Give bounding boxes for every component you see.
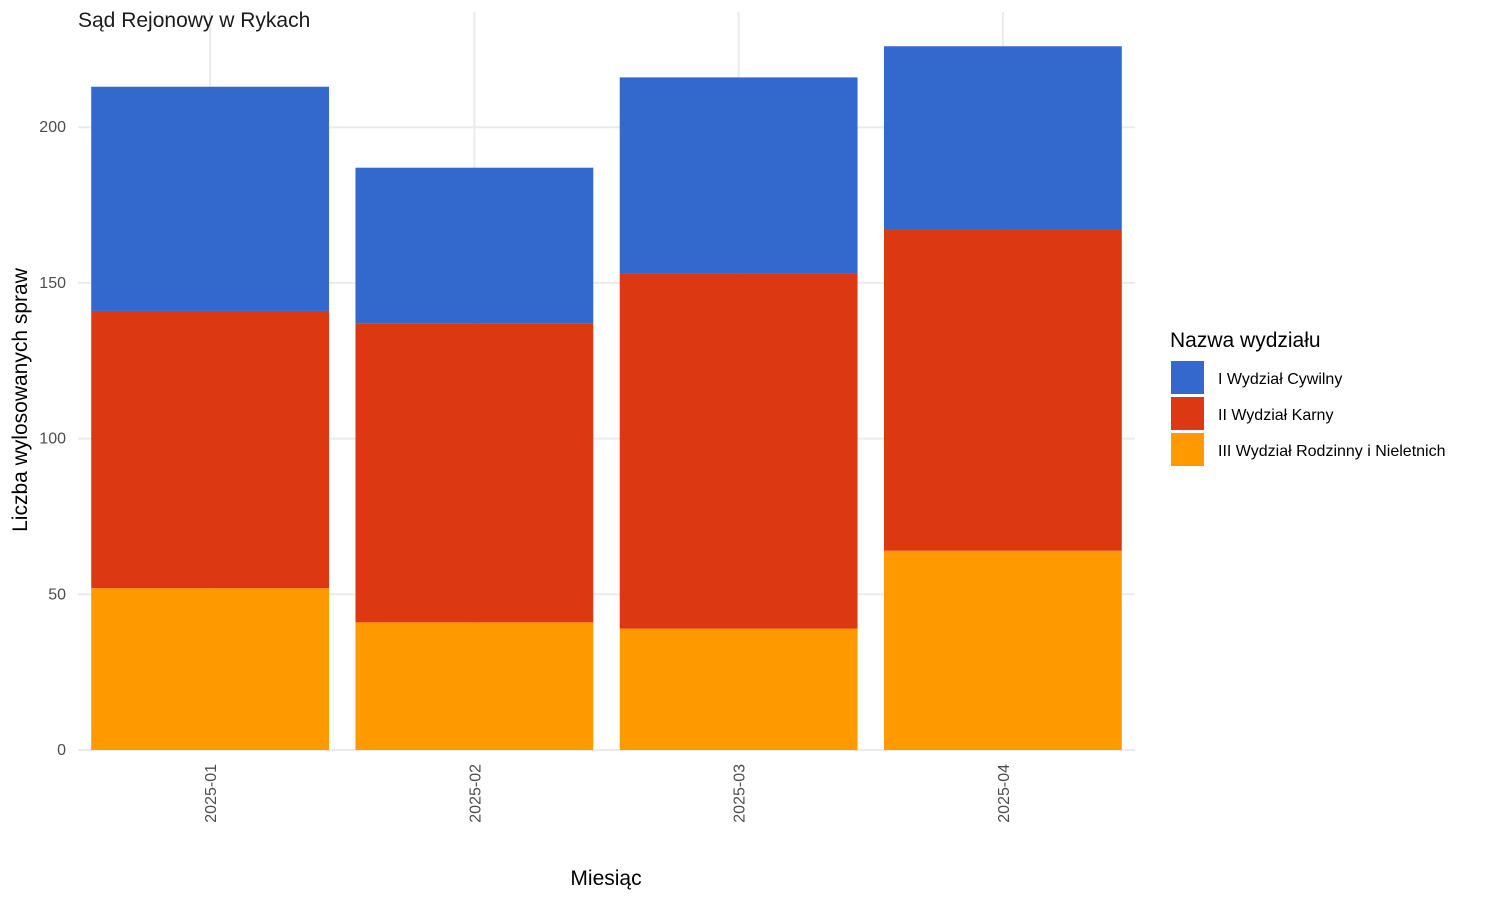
- bar-segment: [619, 77, 858, 274]
- bar-segment: [355, 622, 594, 750]
- x-axis-ticks: 2025-01 2025-02 2025-03 2025-04: [203, 764, 1013, 823]
- bar-segment: [883, 229, 1122, 551]
- bar-segment: [883, 46, 1122, 230]
- bar-segment: [883, 550, 1122, 750]
- legend-items: I Wydział Cywilny II Wydział Karny III Wyd…: [1171, 361, 1446, 466]
- bar-segment: [91, 310, 330, 589]
- legend-swatch: [1171, 397, 1204, 430]
- bar-segment: [91, 86, 330, 311]
- y-tick-label: 100: [39, 431, 66, 448]
- y-axis-ticks: 0 50 100 150 200: [39, 119, 66, 759]
- bar-segment: [355, 167, 594, 324]
- bar-segment: [619, 628, 858, 750]
- x-tick-label: 2025-03: [732, 764, 749, 823]
- chart-title: Sąd Rejonowy w Rykach: [78, 9, 310, 32]
- y-axis-title: Liczba wylosowanych spraw: [9, 267, 32, 532]
- x-tick-label: 2025-04: [996, 764, 1013, 823]
- bar-segment: [91, 588, 330, 750]
- legend-label: III Wydział Rodzinny i Nieletnich: [1218, 443, 1446, 460]
- y-tick-label: 50: [48, 586, 66, 603]
- legend-label: II Wydział Karny: [1218, 407, 1333, 424]
- bars: [91, 46, 1122, 750]
- y-tick-label: 200: [39, 119, 66, 136]
- bar-segment: [355, 323, 594, 623]
- y-tick-label: 0: [57, 742, 66, 759]
- legend-swatch: [1171, 433, 1204, 466]
- legend-swatch: [1171, 361, 1204, 394]
- x-tick-label: 2025-02: [467, 764, 484, 823]
- x-tick-label: 2025-01: [203, 764, 220, 823]
- legend-title: Nazwa wydziału: [1170, 329, 1321, 352]
- x-axis-title: Miesiąc: [570, 867, 641, 890]
- legend-label: I Wydział Cywilny: [1218, 371, 1342, 388]
- bar-segment: [619, 273, 858, 629]
- legend: Nazwa wydziału I Wydział Cywilny II Wydzi…: [1170, 329, 1446, 466]
- y-tick-label: 150: [39, 275, 66, 292]
